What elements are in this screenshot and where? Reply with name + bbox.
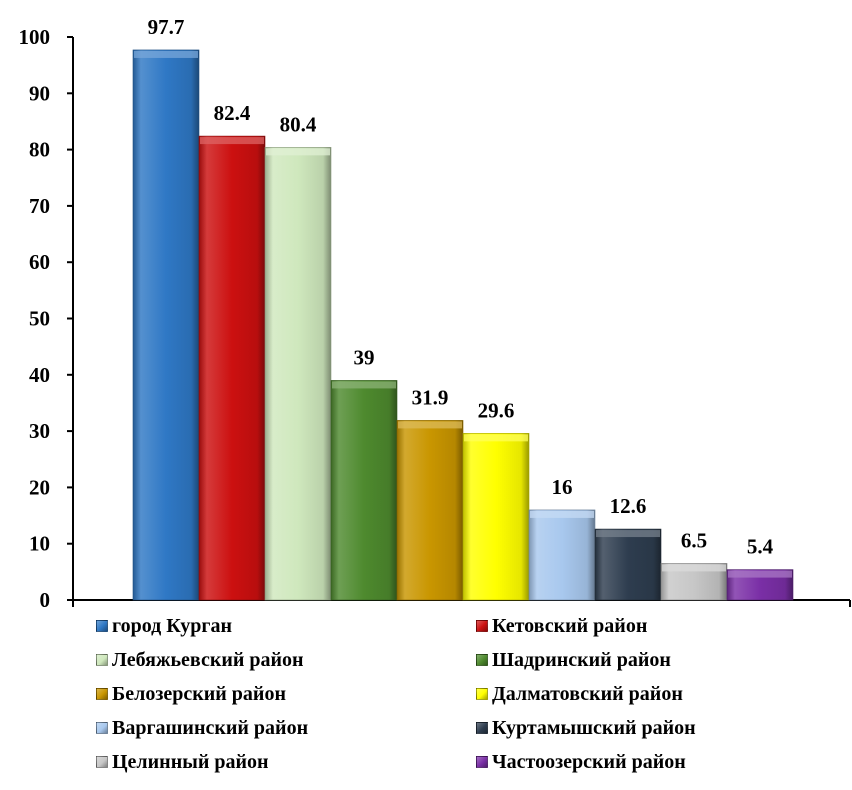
bars [132, 49, 794, 601]
bar [264, 147, 332, 601]
legend-label: Далматовский район [492, 682, 683, 705]
y-tick-label: 40 [29, 363, 50, 387]
legend-item: Куртамышский район [476, 714, 836, 742]
bar [198, 135, 266, 601]
legend-item: город Курган [96, 612, 476, 640]
y-tick-label: 80 [29, 138, 50, 162]
bar [528, 509, 596, 601]
legend-swatch [96, 620, 108, 632]
data-label: 29.6 [478, 398, 515, 422]
y-tick-label: 0 [40, 588, 51, 610]
legend-swatch [476, 688, 488, 700]
legend-swatch [96, 756, 108, 768]
legend-item: Шадринский район [476, 646, 836, 674]
legend-swatch [476, 654, 488, 666]
bar [396, 420, 464, 601]
data-label: 39 [354, 345, 375, 369]
legend-item: Лебяжьевский район [96, 646, 476, 674]
legend-label: город Курган [112, 614, 232, 637]
data-label: 6.5 [681, 528, 707, 552]
bar-highlight [530, 510, 594, 518]
data-label: 80.4 [280, 112, 317, 136]
legend-swatch [476, 756, 488, 768]
legend-label: Куртамышский район [492, 716, 696, 739]
y-tick-label: 90 [29, 81, 50, 105]
legend-item: Целинный район [96, 748, 476, 776]
y-tick-label: 10 [29, 532, 50, 556]
legend-label: Частоозерский район [492, 750, 686, 773]
legend-item: Варгашинский район [96, 714, 476, 742]
bar [330, 380, 398, 601]
data-label: 82.4 [214, 101, 251, 125]
bar-highlight [398, 421, 462, 429]
bar-highlight [134, 50, 198, 58]
data-label: 5.4 [747, 535, 774, 559]
data-labels: 97.7 82.4 80.4 39 31.9 29.6 16 12.6 6.5 5.4 [148, 15, 774, 559]
legend-item: Частоозерский район [476, 748, 836, 776]
legend-swatch [476, 722, 488, 734]
legend-item: Белозерский район [96, 680, 476, 708]
legend-swatch [96, 654, 108, 666]
legend-item: Далматовский район [476, 680, 836, 708]
data-label: 12.6 [610, 494, 647, 518]
y-tick-label: 50 [29, 307, 50, 331]
legend-swatch [96, 688, 108, 700]
data-label: 16 [552, 475, 573, 499]
bar [132, 49, 200, 601]
bar-highlight [728, 570, 792, 578]
legend-swatch [96, 722, 108, 734]
bar-highlight [332, 381, 396, 389]
legend-label: Кетовский район [492, 614, 648, 637]
bar-highlight [266, 148, 330, 156]
y-tick-label: 70 [29, 194, 50, 218]
legend-swatch [476, 620, 488, 632]
bar-highlight [200, 137, 264, 145]
legend-label: Целинный район [112, 750, 269, 773]
legend-item: Кетовский район [476, 612, 836, 640]
y-tick-label: 30 [29, 419, 50, 443]
y-tick-label: 100 [19, 25, 51, 49]
legend-label: Шадринский район [492, 648, 671, 671]
y-tick-label: 60 [29, 250, 50, 274]
legend: город Курган Кетовский район Лебяжьевский … [96, 612, 836, 776]
bar [462, 433, 530, 601]
data-label: 31.9 [412, 385, 449, 409]
data-label: 97.7 [148, 15, 185, 39]
bar-highlight [464, 434, 528, 442]
bar-highlight [596, 530, 660, 538]
bar-highlight [662, 564, 726, 572]
y-tick-label: 20 [29, 475, 50, 499]
legend-label: Варгашинский район [112, 716, 309, 739]
legend-label: Лебяжьевский район [112, 648, 304, 671]
bar-chart-plot: 0 10 20 30 40 50 60 70 80 90 100 97.7 82.4 80.4 39 31.… [19, 15, 851, 612]
bar [594, 528, 662, 601]
legend-label: Белозерский район [112, 682, 286, 705]
